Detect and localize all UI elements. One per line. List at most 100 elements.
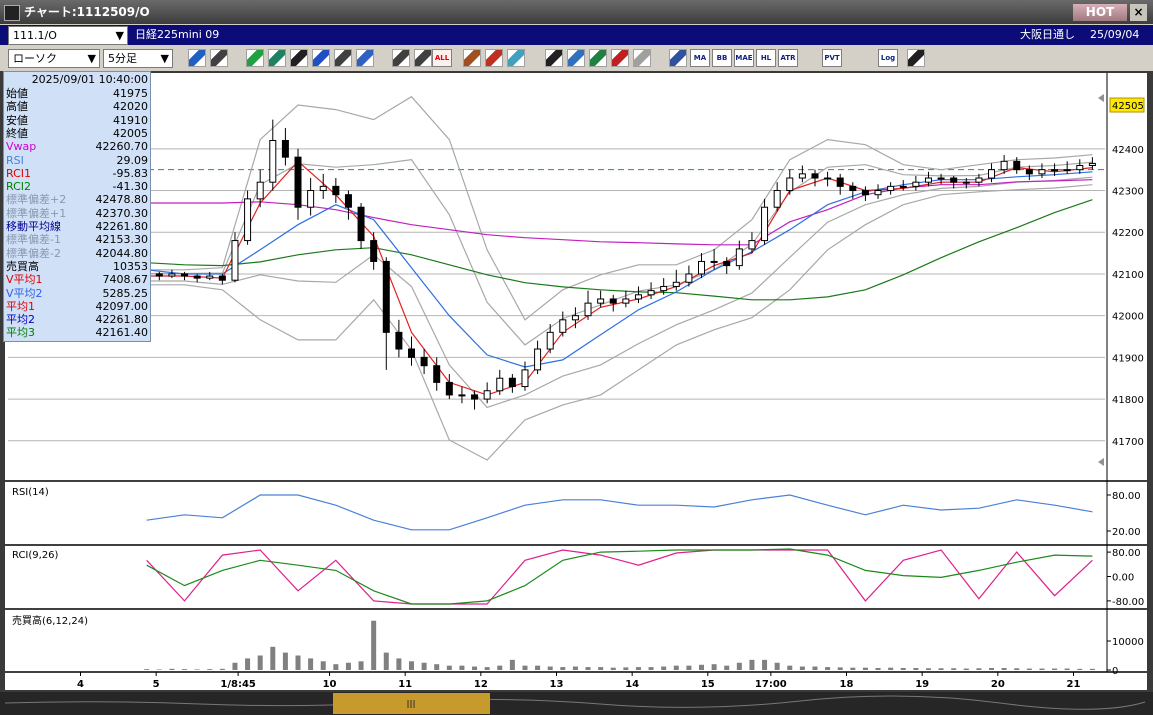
rci-line (146, 548, 1093, 605)
toolbar-icon[interactable] (188, 49, 206, 67)
info-value: 42161.40 (95, 326, 149, 340)
info-value: 10353 (113, 259, 148, 273)
candle-body (1063, 169, 1071, 172)
toolbar-icon[interactable] (334, 49, 352, 67)
toolbar-icon[interactable] (392, 49, 410, 67)
chart-style-select[interactable]: ローソク ▼ (8, 49, 100, 68)
toolbar-icon[interactable] (669, 49, 687, 67)
volume-bar (232, 662, 238, 670)
toolbar-text-icon[interactable]: HL (756, 49, 776, 67)
candle-body (672, 281, 680, 287)
symbol-input[interactable]: 111.1/O ▼ (8, 26, 128, 45)
candle-body (571, 315, 579, 321)
info-label: 標準偏差-2 (6, 246, 61, 260)
info-row: 標準偏差-2 42044.80 (6, 247, 148, 260)
info-datetime: 2025/09/01 10:40:00 (31, 73, 148, 86)
volume-bar (535, 665, 541, 670)
indicator-line (146, 171, 1093, 368)
candle-body (256, 181, 264, 200)
interval: 5分足 (108, 52, 137, 65)
toolbar-icon[interactable] (485, 49, 503, 67)
panel-title: RSI(14) (12, 487, 49, 498)
info-value: 42261.80 (95, 220, 149, 233)
toolbar-text-icon[interactable]: PVT (822, 49, 842, 67)
toolbar-icon[interactable] (463, 49, 481, 67)
candle-body (811, 173, 819, 179)
x-tick-label: 10 (323, 679, 337, 690)
y-tick-label: 80.00 (1112, 491, 1141, 502)
toolbar-text-icon[interactable]: ALL (432, 49, 452, 67)
y-tick-label: 41900 (1112, 353, 1144, 364)
toolbar-icon[interactable] (210, 49, 228, 67)
volume-bar (900, 667, 906, 670)
x-tick-label: 11 (398, 679, 412, 690)
toolbar-icon[interactable] (545, 49, 563, 67)
candle-body (1013, 160, 1021, 171)
toolbar-icon[interactable] (246, 49, 264, 67)
candle-body (1076, 165, 1084, 171)
candle-body (382, 260, 390, 333)
candle-body (988, 169, 996, 179)
toolbar-text-icon[interactable]: ATR (778, 49, 798, 67)
toolbar-text-icon[interactable]: BB (712, 49, 732, 67)
x-tick-label: 19 (915, 679, 929, 690)
hot-button[interactable]: HOT (1073, 4, 1127, 21)
info-label: RSI (6, 153, 24, 167)
volume-bar (774, 662, 780, 670)
toolbar-icon[interactable] (907, 49, 925, 67)
y-tick-label: 0.00 (1112, 573, 1134, 584)
toolbar-icon[interactable] (567, 49, 585, 67)
x-tick-label: 15 (701, 679, 715, 690)
info-label: 売買高 (6, 259, 39, 273)
info-row: 移動平均線 42261.80 (6, 220, 148, 233)
toolbar-icon[interactable] (589, 49, 607, 67)
volume-bar (762, 659, 768, 670)
toolbar-icon[interactable] (633, 49, 651, 67)
volume-bar (572, 666, 578, 670)
scroll-marker (1098, 458, 1104, 466)
volume-bar (963, 668, 969, 670)
info-label: 平均1 (6, 299, 35, 313)
toolbar-text-icon[interactable]: MA (690, 49, 710, 67)
x-tick-label: 21 (1067, 679, 1081, 690)
candle-body (924, 177, 932, 183)
candle-body (950, 177, 958, 183)
info-value: 42370.30 (95, 206, 149, 220)
toolbar-icon[interactable] (414, 49, 432, 67)
y-tick-label: 41700 (1112, 437, 1144, 448)
toolbar-text-icon[interactable]: MAE (734, 49, 754, 67)
app-icon (4, 5, 20, 21)
candle-body (559, 319, 567, 333)
candle-body (685, 273, 693, 283)
toolbar-icon[interactable] (290, 49, 308, 67)
toolbar-text-icon[interactable]: Log (878, 49, 898, 67)
scroll-overview (4, 695, 1146, 710)
info-value: 42260.70 (95, 140, 149, 154)
volume-bar (1026, 668, 1032, 670)
volume-bar (144, 669, 150, 670)
chart-style: ローソク (13, 52, 57, 65)
volume-bar (635, 667, 641, 670)
toolbar-icon[interactable] (611, 49, 629, 67)
window-title: チャート:1112509/O (24, 5, 150, 19)
candle-body (231, 240, 239, 281)
info-value: -95.83 (112, 166, 148, 180)
info-value: 42044.80 (95, 246, 149, 260)
scrollbar[interactable] (0, 692, 1153, 715)
toolbar-icon[interactable] (268, 49, 286, 67)
candle-body (433, 365, 441, 383)
candle-body (546, 331, 554, 350)
volume-bar (446, 665, 452, 670)
info-row: V平均1 7408.67 (6, 273, 148, 286)
toolbar-icon[interactable] (312, 49, 330, 67)
indicator-line (146, 176, 1093, 409)
toolbar-icon[interactable] (356, 49, 374, 67)
toolbar-icon[interactable] (507, 49, 525, 67)
close-button[interactable]: × (1130, 4, 1147, 21)
y-tick-label: -80.00 (1112, 597, 1144, 608)
info-panel: 2025/09/01 10:40:00 始値 41975 高値 42020 安値 4191… (3, 71, 151, 342)
candle-body (597, 298, 605, 304)
interval-select[interactable]: 5分足 ▼ (103, 49, 173, 68)
indicator-line (146, 160, 1093, 396)
volume-bar (472, 666, 478, 670)
